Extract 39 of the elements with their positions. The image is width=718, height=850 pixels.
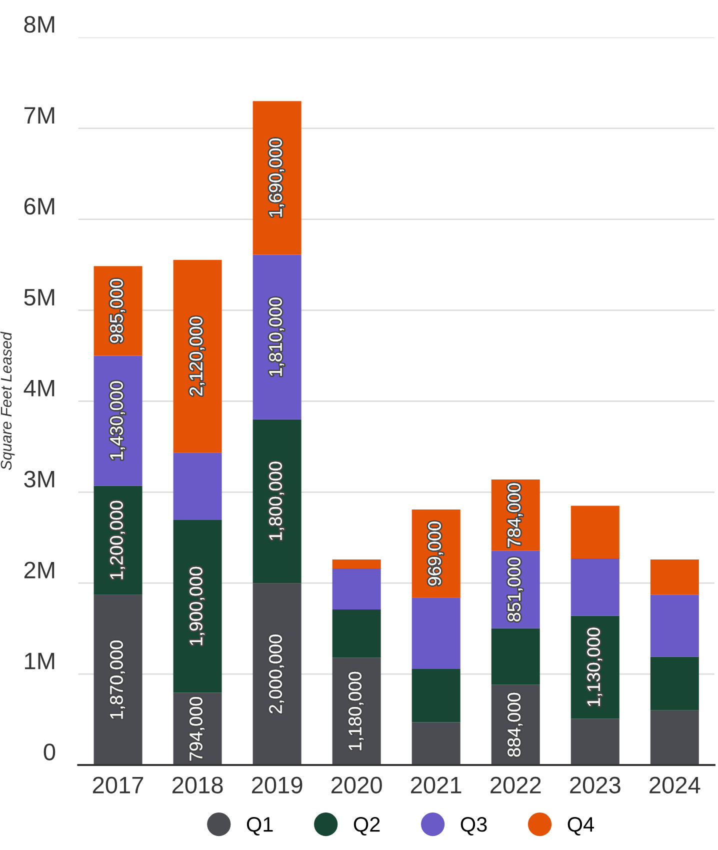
legend-label: Q1 [246, 817, 273, 836]
data-label: 1,690,000 [269, 138, 284, 217]
x-tick-label: 2017 [92, 776, 144, 794]
x-tick-label: 2018 [172, 776, 223, 794]
x-tick-label: 2021 [411, 776, 462, 794]
legend-label: Q4 [568, 817, 594, 836]
data-label: 851,000 [508, 558, 523, 622]
data-label: 1,800,000 [269, 462, 284, 540]
y-tick-label: 6M [24, 198, 54, 215]
y-tick-label: 3M [24, 470, 54, 488]
data-label: 1,870,000 [110, 640, 125, 719]
data-label: 1,430,000 [110, 381, 125, 460]
data-label: 969,000 [428, 522, 444, 586]
data-label: 1,180,000 [348, 672, 364, 750]
y-tick-label: 4M [24, 380, 54, 396]
data-label: 1,130,000 [587, 628, 602, 706]
data-label: 2,000,000 [269, 634, 284, 714]
y-tick-label: 7M [24, 107, 54, 124]
data-label: 884,000 [508, 692, 523, 757]
data-label: 985,000 [110, 279, 125, 343]
x-tick-label: 2023 [570, 776, 620, 794]
x-tick-label: 2024 [650, 776, 700, 794]
y-tick-label: 8M [24, 16, 54, 33]
y-tick-label: 0 [44, 744, 56, 760]
x-tick-label: 2019 [252, 776, 302, 794]
legend-label: Q3 [460, 817, 487, 836]
y-tick-label: 2M [24, 562, 54, 578]
data-label: 1,900,000 [190, 566, 205, 646]
y-tick-label: 1M [25, 652, 54, 670]
data-label: 784,000 [508, 483, 523, 547]
data-label: 2,120,000 [190, 316, 205, 396]
legend-label: Q2 [354, 817, 380, 836]
y-tick-label: 5M [24, 289, 54, 306]
y-axis-title: Square Feet Leased [0, 332, 15, 470]
x-tick-label: 2022 [490, 776, 541, 794]
x-tick-label: 2020 [332, 776, 382, 794]
data-label: 1,200,000 [110, 500, 125, 580]
data-label: 1,810,000 [269, 298, 284, 376]
data-label: 794,000 [190, 696, 205, 761]
